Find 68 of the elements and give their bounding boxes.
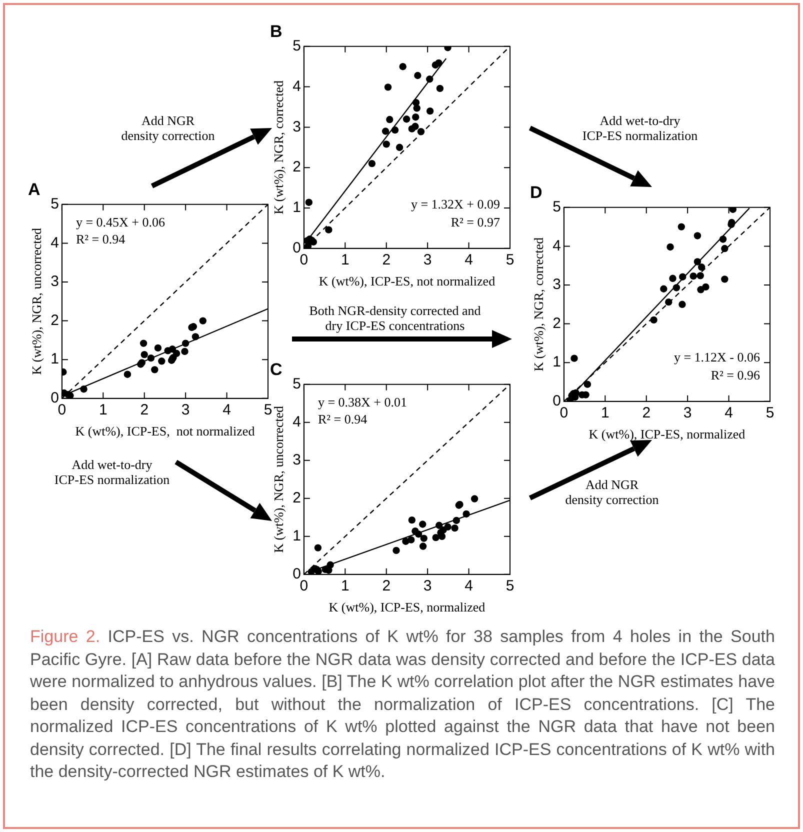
x-tick-label: 2 xyxy=(140,402,149,419)
annotation: y = 1.12X - 0.06 xyxy=(674,349,760,364)
annotation: R² = 0.97 xyxy=(450,214,500,230)
annotation: y = 0.45X + 0.06 xyxy=(76,214,166,230)
x-tick-label: 2 xyxy=(382,578,391,595)
text: Add wet-to-dry ICP-ES normalization xyxy=(582,113,698,143)
x-tick-label: 3 xyxy=(181,402,190,419)
x-tick-label: 4 xyxy=(222,402,231,419)
y-tick-label: 2 xyxy=(292,158,301,176)
x-tick-label: 3 xyxy=(683,404,692,422)
y-axis-title: K (wt%), NGR, uncorrected xyxy=(271,405,286,553)
y-tick-label: 5 xyxy=(50,196,59,213)
x-tick-label: 1 xyxy=(340,578,350,595)
y-tick-label: 1 xyxy=(552,354,561,371)
chart-title: D xyxy=(530,182,542,202)
x-tick-label: 1 xyxy=(340,252,350,269)
y-axis-title: K (wt%), NGR, corrected xyxy=(531,236,546,372)
y-tick-label: 2 xyxy=(552,314,561,332)
text: Add NGR density correction xyxy=(565,477,659,507)
y-tick-label: 4 xyxy=(50,234,59,252)
x-tick-label: 2 xyxy=(382,252,391,269)
chart-title: A xyxy=(28,180,40,199)
y-tick-label: 1 xyxy=(292,528,301,545)
x-axis-title: K (wt%), ICP-ES, not normalized xyxy=(318,274,496,289)
y-tick-label: 5 xyxy=(552,198,561,216)
x-axis-title: K (wt%), ICP-ES, normalized xyxy=(328,600,486,615)
x-tick-label: 3 xyxy=(423,252,432,269)
text: Add wet-to-dry ICP-ES normalization xyxy=(54,457,170,487)
x-tick-label: 4 xyxy=(464,578,473,595)
x-tick-label: 3 xyxy=(423,578,432,595)
x-tick-label: 5 xyxy=(506,578,514,595)
x-tick-label: 1 xyxy=(600,404,610,422)
x-axis-title: K (wt%), ICP-ES, normalized xyxy=(588,426,746,442)
y-tick-label: 3 xyxy=(292,452,301,469)
chart-title: C xyxy=(270,360,282,379)
y-tick-label: 4 xyxy=(292,78,301,95)
x-tick-label: 2 xyxy=(642,404,651,422)
y-tick-label: 4 xyxy=(552,237,561,254)
y-tick-label: 5 xyxy=(292,38,301,55)
x-tick-label: 5 xyxy=(766,404,774,422)
annotation: R² = 0.96 xyxy=(710,367,760,382)
y-tick-label: 3 xyxy=(50,273,59,290)
y-tick-label: 5 xyxy=(292,376,301,393)
y-tick-label: 3 xyxy=(552,276,561,294)
text: Both NGR-density corrected and dry ICP-ES concentrations xyxy=(309,303,481,333)
y-tick-label: 1 xyxy=(292,199,301,216)
x-tick-label: 4 xyxy=(724,404,733,422)
y-tick-label: 2 xyxy=(292,490,301,507)
x-axis-title: K (wt%), ICP-ES, not normalized xyxy=(75,424,256,439)
text: Figure 2. xyxy=(30,627,100,646)
x-tick-label: 5 xyxy=(506,252,514,269)
annotation: y = 0.38X + 0.01 xyxy=(318,394,408,410)
y-tick-label: 2 xyxy=(50,312,59,329)
y-tick-label: 0 xyxy=(292,240,301,257)
y-axis-title: K (wt%), NGR, uncorrected xyxy=(29,227,44,375)
y-tick-label: 0 xyxy=(292,566,301,583)
text: Add NGR density correction xyxy=(121,113,215,143)
y-axis-title: K (wt%), NGR, corrected xyxy=(271,80,286,214)
y-tick-label: 1 xyxy=(50,350,59,368)
annotation: y = 1.32X + 0.09 xyxy=(410,196,500,212)
y-tick-label: 0 xyxy=(50,390,59,407)
chart-title: B xyxy=(270,22,282,41)
x-tick-label: 5 xyxy=(264,402,272,419)
annotation: R² = 0.94 xyxy=(76,231,126,246)
x-tick-label: 1 xyxy=(98,402,108,419)
x-tick-label: 4 xyxy=(464,252,473,269)
annotation: R² = 0.94 xyxy=(318,411,368,426)
y-tick-label: 3 xyxy=(292,118,301,136)
